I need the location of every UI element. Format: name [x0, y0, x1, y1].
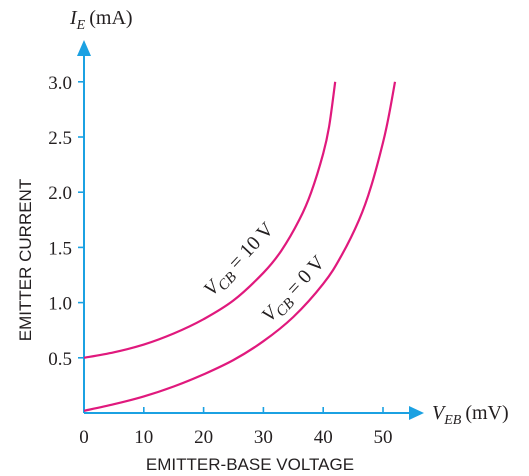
curve-vcb-10v: [83, 81, 337, 359]
curves: [83, 81, 397, 412]
x-axis-symbol: VEB (mV): [432, 402, 509, 428]
curve-vcb-0v: [83, 81, 397, 412]
series-label-vcb-0v: VCB = 0 V: [258, 251, 333, 329]
ticks: [78, 81, 384, 413]
x-tick-label-50: 50: [374, 427, 393, 448]
x-tick-label-10: 10: [134, 427, 153, 448]
y-axis-symbol: IE (mA): [69, 7, 133, 33]
x-tick-label-0: 0: [79, 427, 89, 448]
x-tick-label-20: 20: [194, 427, 213, 448]
y-tick-label-2: 2.0: [48, 183, 72, 204]
y-tick-label-0.5: 0.5: [48, 349, 72, 370]
y-tick-label-3: 3.0: [48, 73, 72, 94]
series-label-vcb-10v: VCB = 10 V: [200, 218, 282, 303]
y-tick-label-2.5: 2.5: [48, 128, 72, 149]
x-axis-arrow: [409, 406, 424, 420]
x-tick-label-40: 40: [314, 427, 333, 448]
axes: [77, 40, 424, 420]
y-tick-label-1: 1.0: [48, 294, 72, 315]
y-axis-title: EMITTER CURRENT: [16, 179, 35, 341]
x-tick-label-30: 30: [254, 427, 273, 448]
y-tick-label-1.5: 1.5: [48, 238, 72, 259]
x-axis-title: EMITTER-BASE VOLTAGE: [146, 455, 354, 474]
y-axis-arrow: [77, 40, 91, 56]
